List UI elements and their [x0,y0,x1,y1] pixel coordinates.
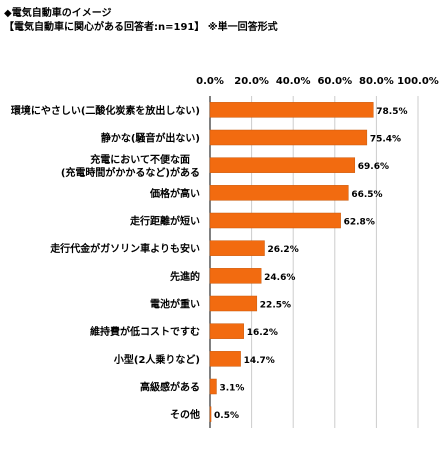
bar [209,185,349,201]
category-label: 充電において不便な面 [90,153,190,166]
value-label: 66.5% [351,190,382,200]
category-label: 先進的 [170,270,200,283]
category-label: 静かな(騒音が出ない) [101,132,200,145]
category-label: 価格が高い [149,187,200,200]
chart-subtitle: 【電気自動車に関心がある回答者:n=191】 ※単一回答形式 [4,22,278,33]
x-tick-label: 100.0% [397,76,439,87]
value-label: 75.4% [370,135,401,145]
value-label: 62.8% [344,218,375,228]
category-label: 走行距離が短い [129,215,200,228]
bar [209,157,356,173]
x-tick-label: 40.0% [276,76,311,87]
bar [209,351,241,367]
chart-title: ◆電気自動車のイメージ [4,8,112,19]
category-label: 走行代金がガソリン車よりも安い [49,242,200,255]
bar [209,323,244,339]
value-label: 0.5% [214,411,239,421]
value-label: 14.7% [244,356,275,366]
x-tick-label: 60.0% [317,76,352,87]
category-label: その他 [170,408,200,421]
value-label: 78.5% [376,107,407,117]
value-label: 3.1% [219,384,244,394]
category-label: (充電時間がかかるなど)がある [61,166,200,179]
bar [209,378,217,395]
value-label: 24.6% [264,273,295,283]
x-tick-label: 80.0% [359,76,394,87]
category-label: 環境にやさしい(二酸化炭素を放出しない) [11,104,200,117]
value-label: 22.5% [260,301,291,311]
bar [209,295,258,312]
value-label: 69.6% [358,162,389,172]
bar [209,268,262,284]
bar [209,102,374,118]
bar [209,406,212,422]
value-label: 26.2% [267,245,298,255]
bar [209,129,368,146]
category-label: 小型(2人乗りなど) [113,353,200,366]
x-tick-label: 0.0% [196,76,224,87]
category-label: 維持費が低コストですむ [90,325,200,338]
category-label: 電池が重い [150,298,200,311]
category-label: 高級感がある [140,381,200,394]
value-label: 16.2% [247,328,278,338]
x-tick-label: 20.0% [234,76,269,87]
bar [209,212,341,229]
bar [209,240,265,256]
